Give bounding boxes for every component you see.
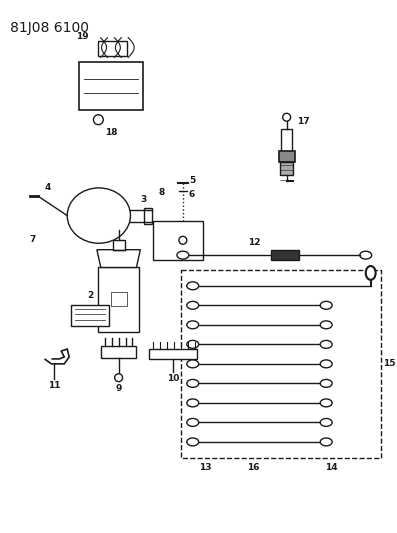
Ellipse shape — [320, 418, 332, 426]
Bar — [145, 208, 152, 223]
Circle shape — [283, 114, 291, 121]
Ellipse shape — [320, 379, 332, 387]
Text: 15: 15 — [384, 359, 396, 368]
Ellipse shape — [187, 301, 198, 309]
Bar — [71, 304, 109, 326]
Bar — [280, 161, 293, 175]
Text: 2: 2 — [87, 290, 93, 300]
Text: 12: 12 — [248, 238, 261, 247]
Circle shape — [93, 115, 103, 125]
Ellipse shape — [177, 251, 189, 259]
Text: 3: 3 — [141, 195, 146, 204]
Text: 4: 4 — [44, 183, 51, 192]
Ellipse shape — [320, 341, 332, 348]
Ellipse shape — [187, 399, 198, 407]
Ellipse shape — [67, 188, 131, 243]
Ellipse shape — [320, 399, 332, 407]
Ellipse shape — [320, 321, 332, 329]
Text: 6: 6 — [189, 190, 195, 199]
Text: 14: 14 — [325, 463, 337, 472]
Text: 13: 13 — [199, 463, 212, 472]
Text: 11: 11 — [48, 381, 61, 390]
Ellipse shape — [187, 341, 198, 348]
Bar — [98, 268, 139, 332]
Bar — [79, 62, 143, 110]
Bar — [111, 292, 127, 305]
Bar — [181, 270, 381, 458]
Bar — [101, 346, 137, 358]
Text: 19: 19 — [76, 32, 89, 41]
Ellipse shape — [320, 360, 332, 368]
Ellipse shape — [187, 321, 198, 329]
Ellipse shape — [366, 266, 376, 280]
Text: 10: 10 — [167, 374, 179, 383]
Ellipse shape — [187, 418, 198, 426]
Circle shape — [115, 374, 123, 382]
Bar — [113, 240, 125, 249]
Ellipse shape — [320, 301, 332, 309]
Text: 16: 16 — [247, 463, 260, 472]
Polygon shape — [97, 249, 141, 268]
Bar — [271, 250, 299, 260]
Ellipse shape — [187, 379, 198, 387]
Bar — [281, 129, 292, 151]
Text: 81J08 6100: 81J08 6100 — [10, 21, 89, 35]
Bar — [98, 41, 127, 56]
Text: 17: 17 — [297, 117, 309, 126]
Ellipse shape — [187, 438, 198, 446]
Ellipse shape — [320, 438, 332, 446]
Text: 5: 5 — [189, 176, 195, 185]
Circle shape — [179, 236, 187, 244]
Bar — [153, 221, 202, 260]
Ellipse shape — [360, 251, 372, 259]
Text: 7: 7 — [29, 236, 36, 244]
Bar — [279, 151, 295, 161]
Text: 18: 18 — [105, 127, 118, 136]
Ellipse shape — [187, 282, 198, 290]
Text: 9: 9 — [116, 384, 122, 393]
Bar — [149, 349, 197, 359]
Text: 1: 1 — [121, 222, 127, 230]
Ellipse shape — [187, 360, 198, 368]
Text: 8: 8 — [159, 188, 165, 197]
